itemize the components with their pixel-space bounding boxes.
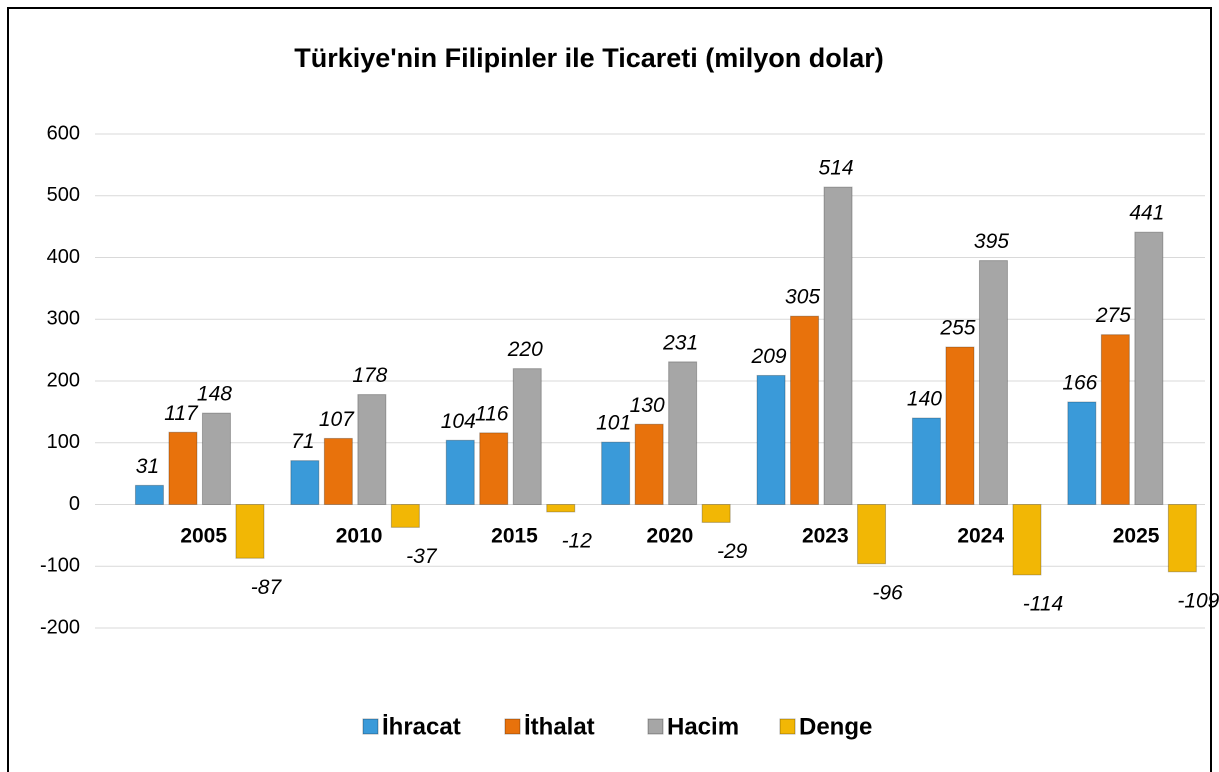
data-label: 116	[475, 402, 509, 425]
data-label: 395	[974, 230, 1009, 253]
y-tick-label: 300	[47, 308, 80, 330]
bar	[134, 484, 164, 506]
x-tick-label: 2010	[336, 525, 383, 548]
bar	[701, 504, 731, 523]
bar	[168, 431, 198, 505]
bar	[512, 368, 542, 505]
bar	[235, 504, 265, 559]
x-tick-label: 2020	[647, 525, 694, 548]
data-label: 130	[630, 394, 665, 417]
data-label: 441	[1129, 202, 1164, 225]
x-tick-label: 2015	[491, 525, 538, 548]
data-label: 148	[197, 383, 232, 406]
legend-swatch	[504, 718, 521, 735]
y-tick-label: -200	[40, 616, 80, 638]
bar	[445, 439, 475, 505]
data-label: -37	[406, 545, 438, 568]
bar	[1134, 231, 1164, 505]
bar	[290, 460, 320, 505]
bar	[911, 417, 941, 505]
data-label: -96	[872, 581, 903, 604]
data-label: 220	[507, 338, 543, 361]
bar	[390, 504, 420, 528]
data-label: 305	[785, 286, 820, 309]
data-label: 104	[441, 410, 476, 433]
data-label: 71	[291, 430, 314, 453]
data-label: 140	[907, 388, 942, 411]
bar	[601, 441, 631, 506]
bar	[790, 315, 820, 505]
x-tick-label: 2025	[1113, 525, 1160, 548]
data-label: 31	[136, 455, 159, 478]
bar	[634, 423, 664, 506]
y-tick-label: 400	[47, 246, 80, 268]
data-label: 209	[751, 345, 787, 368]
data-label: -114	[1023, 592, 1063, 615]
legend-label: İthalat	[524, 713, 595, 740]
y-tick-label: 100	[47, 431, 80, 453]
data-label: -12	[562, 529, 593, 552]
data-label: 166	[1062, 372, 1097, 395]
bar	[546, 504, 576, 513]
y-tick-label: 600	[47, 122, 80, 144]
data-label: 117	[164, 402, 199, 425]
legend-swatch	[779, 718, 796, 735]
bar	[1100, 334, 1130, 505]
data-label: -29	[717, 540, 748, 563]
data-label: 514	[819, 157, 854, 180]
data-label: 101	[596, 412, 631, 435]
bar	[357, 394, 387, 505]
bar	[668, 361, 698, 506]
data-label: -87	[251, 576, 283, 599]
legend-label: Denge	[799, 713, 872, 740]
bar	[1167, 504, 1197, 573]
chart-frame	[7, 7, 1212, 772]
data-label: 107	[319, 408, 355, 431]
data-label: 275	[1095, 304, 1131, 327]
data-label: -109	[1177, 589, 1219, 612]
bar	[823, 186, 853, 505]
chart-title: Türkiye'nin Filipinler ile Ticareti (mil…	[294, 43, 884, 73]
legend-label: İhracat	[382, 713, 461, 740]
bar	[323, 437, 353, 505]
bar	[1012, 504, 1042, 576]
legend-swatch	[362, 718, 379, 735]
bar	[479, 432, 509, 505]
x-tick-label: 2005	[180, 525, 227, 548]
bar	[1067, 401, 1097, 505]
x-tick-label: 2023	[802, 525, 849, 548]
y-tick-label: 200	[47, 369, 80, 391]
legend-label: Hacim	[667, 713, 739, 740]
legend-swatch	[647, 718, 664, 735]
data-label: 178	[352, 364, 387, 387]
data-label: 255	[939, 317, 975, 340]
bar	[756, 374, 786, 505]
x-tick-label: 2024	[957, 525, 1004, 548]
bar	[945, 346, 975, 505]
y-tick-label: -100	[40, 555, 80, 577]
y-tick-label: 0	[69, 493, 80, 515]
data-label: 231	[662, 331, 698, 354]
bar	[201, 412, 231, 505]
y-tick-label: 500	[47, 184, 80, 206]
bar	[857, 504, 887, 565]
bar	[978, 260, 1008, 505]
